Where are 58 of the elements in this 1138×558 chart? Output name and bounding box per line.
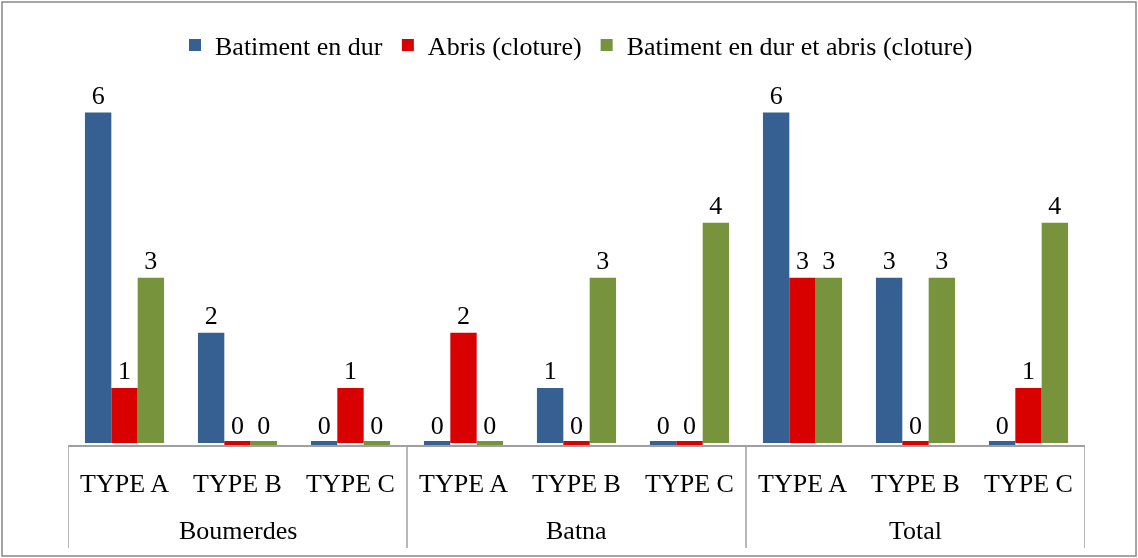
bar (1041, 222, 1069, 443)
data-label: 0 (909, 411, 922, 440)
x-tick-label: TYPE A (80, 468, 170, 498)
x-tick-label: TYPE C (645, 468, 734, 498)
legend-label: Abris (cloture) (427, 32, 582, 62)
text: Boumerdes (179, 516, 298, 545)
bar (197, 332, 225, 443)
data-label: 0 (430, 411, 444, 440)
data-label: 0 (995, 411, 1009, 440)
data-label: 3 (596, 245, 610, 275)
bar (589, 277, 617, 443)
bar (815, 277, 843, 443)
x-tick-label: TYPE B (193, 468, 282, 498)
bar (875, 277, 903, 443)
text: Batna (546, 516, 608, 545)
data-label: 0 (683, 411, 696, 440)
x-tick-label: TYPE A (419, 468, 509, 498)
data-label: 1 (344, 355, 357, 385)
bar (450, 332, 477, 443)
bar (84, 112, 112, 443)
data-label: 3 (796, 245, 809, 275)
data-label: 3 (882, 245, 896, 275)
x-tick-label: TYPE A (758, 468, 848, 498)
data-label: 0 (570, 411, 583, 440)
bar (111, 387, 138, 443)
bar (789, 277, 816, 443)
data-label: 0 (257, 411, 271, 440)
x-tick-label: TYPE B (532, 468, 621, 498)
bar (137, 277, 165, 443)
bar (337, 387, 364, 443)
bar (1015, 387, 1042, 443)
data-label: 0 (656, 411, 670, 440)
data-label: 3 (935, 245, 949, 275)
bar (762, 112, 790, 443)
data-label: 0 (370, 411, 384, 440)
x-tick-label: TYPE B (871, 468, 960, 498)
data-label: 3 (144, 245, 158, 275)
data-label: 2 (204, 300, 218, 330)
data-label: 1 (1022, 355, 1035, 385)
legend-label: Batiment en dur (215, 32, 383, 62)
data-label: 3 (822, 245, 836, 275)
data-label: 0 (317, 411, 331, 440)
data-label: 2 (457, 300, 470, 330)
data-label: 6 (769, 80, 783, 110)
legend-label: Batiment en dur et abris (cloture) (626, 32, 973, 62)
x-tick-label: TYPE C (984, 468, 1073, 498)
bar (702, 222, 730, 443)
bar (536, 387, 564, 443)
x-tick-label: TYPE C (306, 468, 395, 498)
data-label: 1 (543, 355, 557, 385)
data-label: 6 (91, 80, 105, 110)
data-label: 0 (231, 411, 244, 440)
data-label: 1 (118, 355, 131, 385)
data-label: 4 (709, 190, 723, 220)
text: Total (889, 516, 943, 545)
data-label: 4 (1048, 190, 1062, 220)
data-label: 0 (483, 411, 497, 440)
bar (928, 277, 956, 443)
